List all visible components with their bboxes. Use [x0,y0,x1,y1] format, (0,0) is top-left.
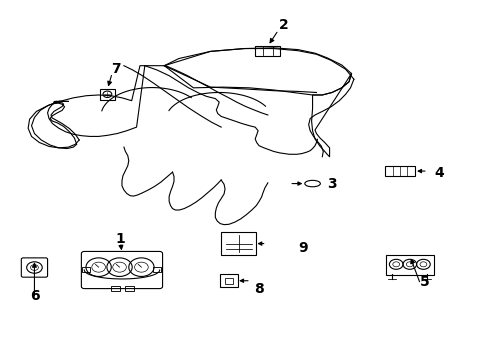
Text: 5: 5 [419,275,428,289]
Text: 4: 4 [433,166,443,180]
Text: 3: 3 [326,176,336,190]
Text: 6: 6 [30,289,39,303]
Text: 1: 1 [115,232,125,246]
Text: 7: 7 [111,62,120,76]
Text: 9: 9 [297,241,307,255]
Text: 8: 8 [254,282,264,296]
Text: 2: 2 [278,18,288,32]
